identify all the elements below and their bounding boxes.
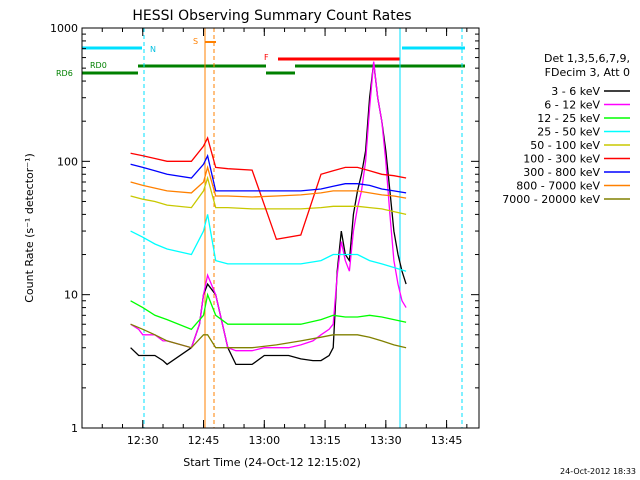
legend-label: 6 - 12 keV — [544, 99, 600, 112]
legend-label: 7000 - 20000 keV — [502, 193, 600, 206]
y-axis-label: Count Rate (s⁻¹ detector⁻¹) — [23, 153, 36, 303]
x-tick-label: 13:30 — [370, 434, 402, 447]
series-line-7 — [130, 165, 407, 199]
y-tick-label: 1000 — [50, 22, 78, 35]
series-line-4 — [130, 175, 407, 216]
x-tick-label: 13:45 — [431, 434, 463, 447]
series-layer — [130, 61, 407, 366]
flag-label-s: S — [193, 37, 198, 46]
x-tick-label: 12:45 — [188, 434, 220, 447]
flag-label-f: F — [264, 53, 269, 62]
flag-label-rd6: RD6 — [56, 69, 73, 78]
legend-header-line1: Det 1,3,5,6,7,9, — [544, 52, 630, 65]
flag-bars — [82, 41, 465, 75]
series-line-1 — [130, 61, 407, 352]
legend-label: 12 - 25 keV — [537, 112, 600, 125]
y-tick-label: 100 — [57, 155, 78, 168]
legend-label: 50 - 100 keV — [530, 139, 600, 152]
series-line-2 — [130, 292, 407, 331]
series-line-3 — [130, 214, 407, 272]
legend-label: 3 - 6 keV — [551, 85, 600, 98]
legend-label: 100 - 300 keV — [523, 153, 600, 166]
x-tick-label: 13:00 — [248, 434, 280, 447]
series-line-5 — [130, 136, 407, 241]
legend-label: 300 - 800 keV — [523, 166, 600, 179]
flag-label-n: N — [150, 45, 156, 54]
axes-layer: 1 10 100 1000 12:30 12:45 13:00 13:15 13:30 13:45 — [50, 22, 479, 447]
x-tick-label: 13:15 — [309, 434, 341, 447]
timestamp: 24-Oct-2012 18:33 — [560, 467, 636, 476]
series-line-8 — [130, 323, 407, 349]
flag-label-rd0: RD0 — [90, 61, 107, 70]
y-tick-label: 10 — [64, 289, 78, 302]
chart-title: HESSI Observing Summary Count Rates — [132, 8, 411, 24]
y-tick-label: 1 — [71, 422, 78, 435]
x-tick-label: 12:30 — [127, 434, 159, 447]
series-line-0 — [130, 62, 407, 366]
series-line-6 — [130, 153, 407, 194]
legend-label: 800 - 7000 keV — [516, 180, 600, 193]
legend-label: 25 - 50 keV — [537, 126, 600, 139]
legend-header-line2: FDecim 3, Att 0 — [545, 66, 630, 79]
x-axis-label: Start Time (24-Oct-12 12:15:02) — [183, 456, 361, 469]
plot-frame — [81, 27, 480, 429]
